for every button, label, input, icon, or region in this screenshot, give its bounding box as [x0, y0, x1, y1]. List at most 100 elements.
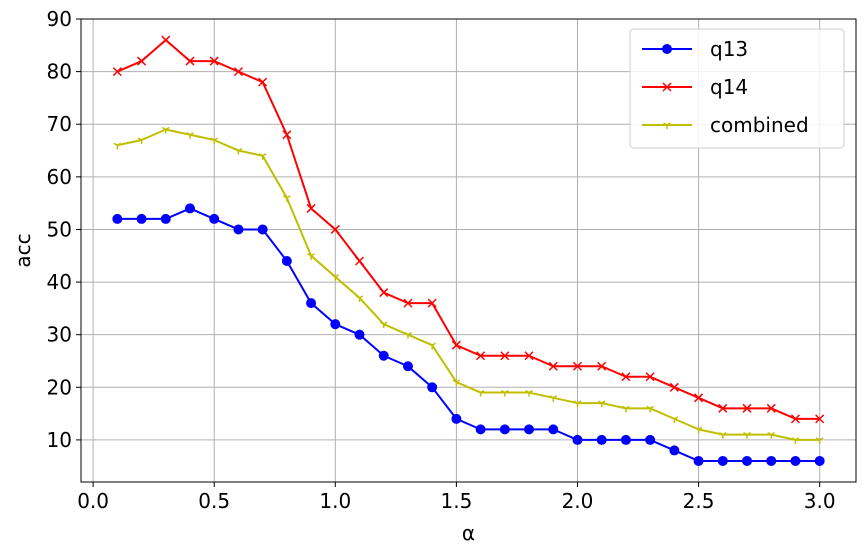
data-point-q13 — [693, 455, 704, 466]
data-point-q13 — [790, 455, 801, 466]
data-point-q14 — [137, 56, 147, 66]
legend-marker — [663, 122, 671, 129]
data-point-q13 — [402, 361, 413, 372]
data-point-q13 — [717, 455, 728, 466]
data-point-q14 — [815, 414, 825, 424]
data-point-combined — [622, 405, 630, 413]
data-point-q14 — [524, 351, 534, 361]
legend-item-q13: q13 — [642, 37, 748, 61]
data-point-combined — [283, 195, 291, 202]
data-point-q13 — [281, 256, 292, 267]
data-point-q14 — [548, 361, 558, 371]
data-point-q13 — [596, 434, 607, 445]
data-point-q14 — [742, 403, 752, 413]
data-point-combined — [597, 400, 606, 408]
data-point-q13 — [669, 445, 680, 456]
data-point-q13 — [160, 213, 171, 224]
data-point-q14 — [354, 256, 365, 266]
data-point-q13 — [499, 424, 510, 435]
data-point-q14 — [597, 361, 607, 371]
data-point-q14 — [112, 67, 122, 77]
data-point-q14 — [379, 288, 389, 298]
y-tick-label: 90 — [47, 7, 72, 31]
data-point-q14 — [718, 403, 728, 413]
data-point-q14 — [669, 382, 679, 392]
data-point-combined — [791, 437, 800, 444]
y-tick-label: 40 — [47, 270, 72, 294]
data-point-q13 — [742, 455, 753, 466]
data-point-q13 — [112, 213, 123, 224]
data-point-q13 — [548, 424, 559, 435]
legend-label: q14 — [710, 75, 748, 99]
data-point-q13 — [330, 319, 341, 330]
data-point-combined — [379, 321, 388, 329]
y-tick-label: 50 — [47, 217, 72, 241]
data-point-combined — [670, 416, 679, 423]
series-q14 — [112, 35, 825, 424]
data-point-combined — [161, 126, 170, 134]
data-point-q14 — [161, 35, 171, 45]
legend: q13 q14 combined — [629, 28, 845, 149]
data-point-combined — [331, 274, 340, 281]
data-point-q14 — [790, 414, 800, 424]
data-point-combined — [476, 389, 485, 397]
data-point-q13 — [645, 434, 656, 445]
data-point-q13 — [524, 424, 535, 435]
plot-frame — [80, 18, 857, 483]
series-layer — [112, 35, 825, 466]
data-point-q13 — [136, 213, 147, 224]
data-point-q13 — [184, 203, 195, 214]
data-point-q14 — [306, 203, 316, 213]
data-point-q13 — [766, 455, 777, 466]
data-point-combined — [452, 379, 461, 387]
series-line-q14 — [116, 39, 820, 420]
x-tick-label: 3.0 — [804, 489, 836, 513]
x-axis-label: α — [462, 521, 475, 545]
data-point-q13 — [209, 213, 220, 224]
data-point-q13 — [572, 434, 583, 445]
y-tick-label: 30 — [47, 323, 72, 347]
y-axis-label: acc — [11, 233, 35, 267]
legend-box — [629, 28, 845, 149]
x-tick-label: 1.0 — [319, 489, 351, 513]
x-tick-label: 2.5 — [683, 489, 715, 513]
data-point-q14 — [500, 351, 510, 361]
y-tick-label: 70 — [47, 112, 72, 136]
data-point-combined — [646, 405, 654, 413]
data-point-q13 — [475, 424, 486, 435]
data-point-combined — [186, 132, 194, 139]
legend-label: combined — [710, 113, 809, 137]
series-combined — [113, 126, 824, 444]
data-point-q14 — [258, 77, 268, 87]
y-tick-label: 80 — [47, 60, 72, 84]
data-point-combined — [428, 342, 437, 350]
data-point-combined — [234, 147, 243, 155]
data-point-combined — [573, 400, 582, 408]
data-point-q14 — [209, 56, 219, 66]
data-point-q14 — [185, 56, 195, 66]
data-point-combined — [210, 137, 219, 145]
data-point-q14 — [282, 130, 292, 140]
data-point-combined — [694, 426, 703, 434]
series-q13 — [112, 203, 825, 466]
data-point-q13 — [814, 455, 825, 466]
y-tick-label: 60 — [47, 165, 72, 189]
data-point-combined — [767, 431, 776, 439]
data-point-q14 — [427, 298, 437, 308]
data-point-q14 — [645, 372, 655, 382]
data-point-q14 — [233, 67, 243, 77]
data-point-combined — [404, 332, 412, 339]
data-point-q13 — [354, 329, 365, 340]
data-point-q13 — [620, 434, 631, 445]
data-point-q13 — [451, 413, 462, 424]
x-tick-label: 0.5 — [198, 489, 230, 513]
data-point-combined — [500, 389, 509, 397]
data-point-q13 — [427, 382, 438, 393]
data-point-combined — [258, 153, 267, 160]
x-tick-label: 1.5 — [440, 489, 472, 513]
data-point-q14 — [451, 340, 461, 350]
axis-ticks: 0.0 0.5 1.0 1.5 2.0 2.5 3.0 10 20 30 40 50 60 70 80 90 — [47, 7, 836, 513]
data-point-combined — [815, 437, 824, 444]
y-tick-label: 10 — [47, 428, 72, 452]
